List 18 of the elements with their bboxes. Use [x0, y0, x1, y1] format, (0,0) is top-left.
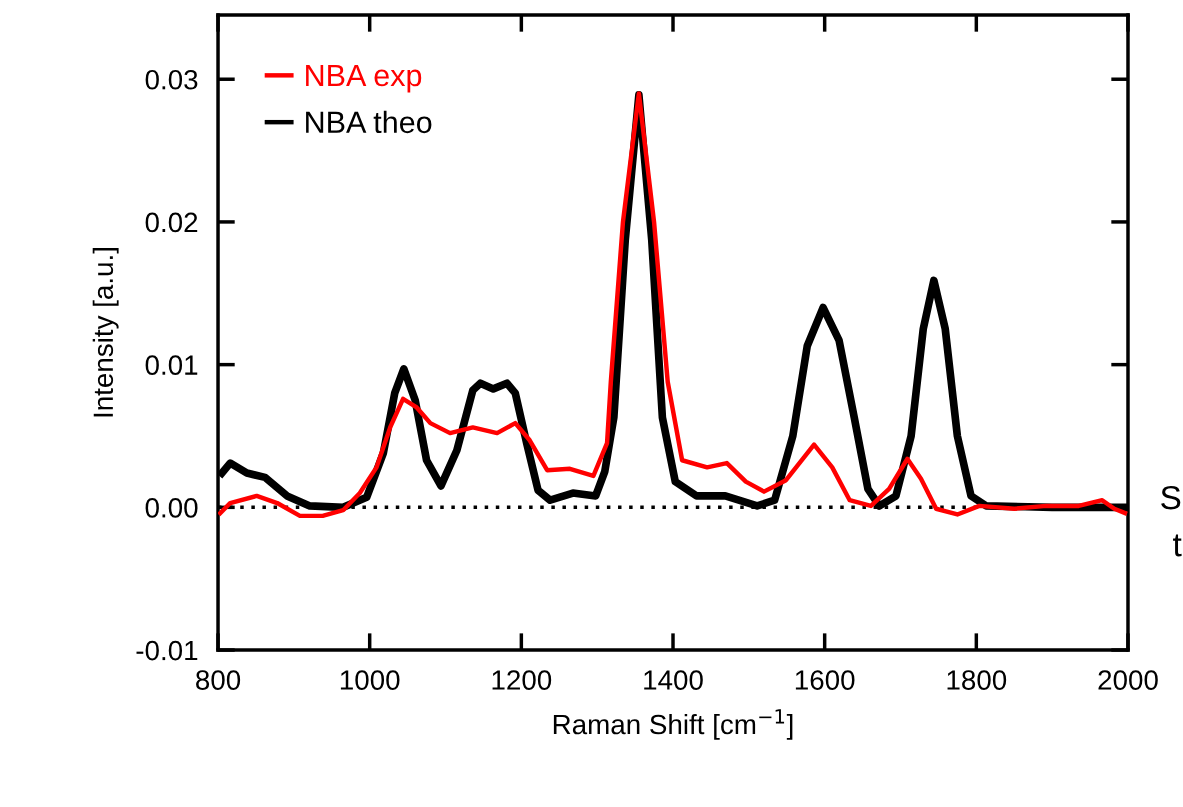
y-tick-label: 0.03: [145, 69, 198, 90]
text: S: [1161, 485, 1181, 510]
legend-label: NBA theo: [306, 110, 432, 134]
y-tick-label: -0.01: [136, 640, 198, 661]
y-axis-title: Intensity [a.u.]: [92, 248, 119, 417]
x-tick-label: 1000: [340, 670, 400, 690]
text: t: [1173, 534, 1182, 557]
x-tick-label: 1200: [492, 670, 552, 690]
x-axis-title: Raman Shift [cm$^{−1}$]: [553, 709, 793, 740]
legend-label: NBA exp: [306, 65, 422, 93]
y-tick-label: 0.02: [145, 212, 198, 233]
x-tick-label: 1800: [947, 670, 1007, 690]
y-tick-label: 0.00: [145, 498, 198, 518]
x-tick-label: 2000: [1098, 670, 1158, 690]
x-tick-label: 1600: [795, 670, 855, 690]
x-tick-label: 800: [196, 670, 241, 690]
y-tick-label: 0.01: [145, 355, 198, 375]
x-tick-label: 1400: [644, 670, 703, 690]
